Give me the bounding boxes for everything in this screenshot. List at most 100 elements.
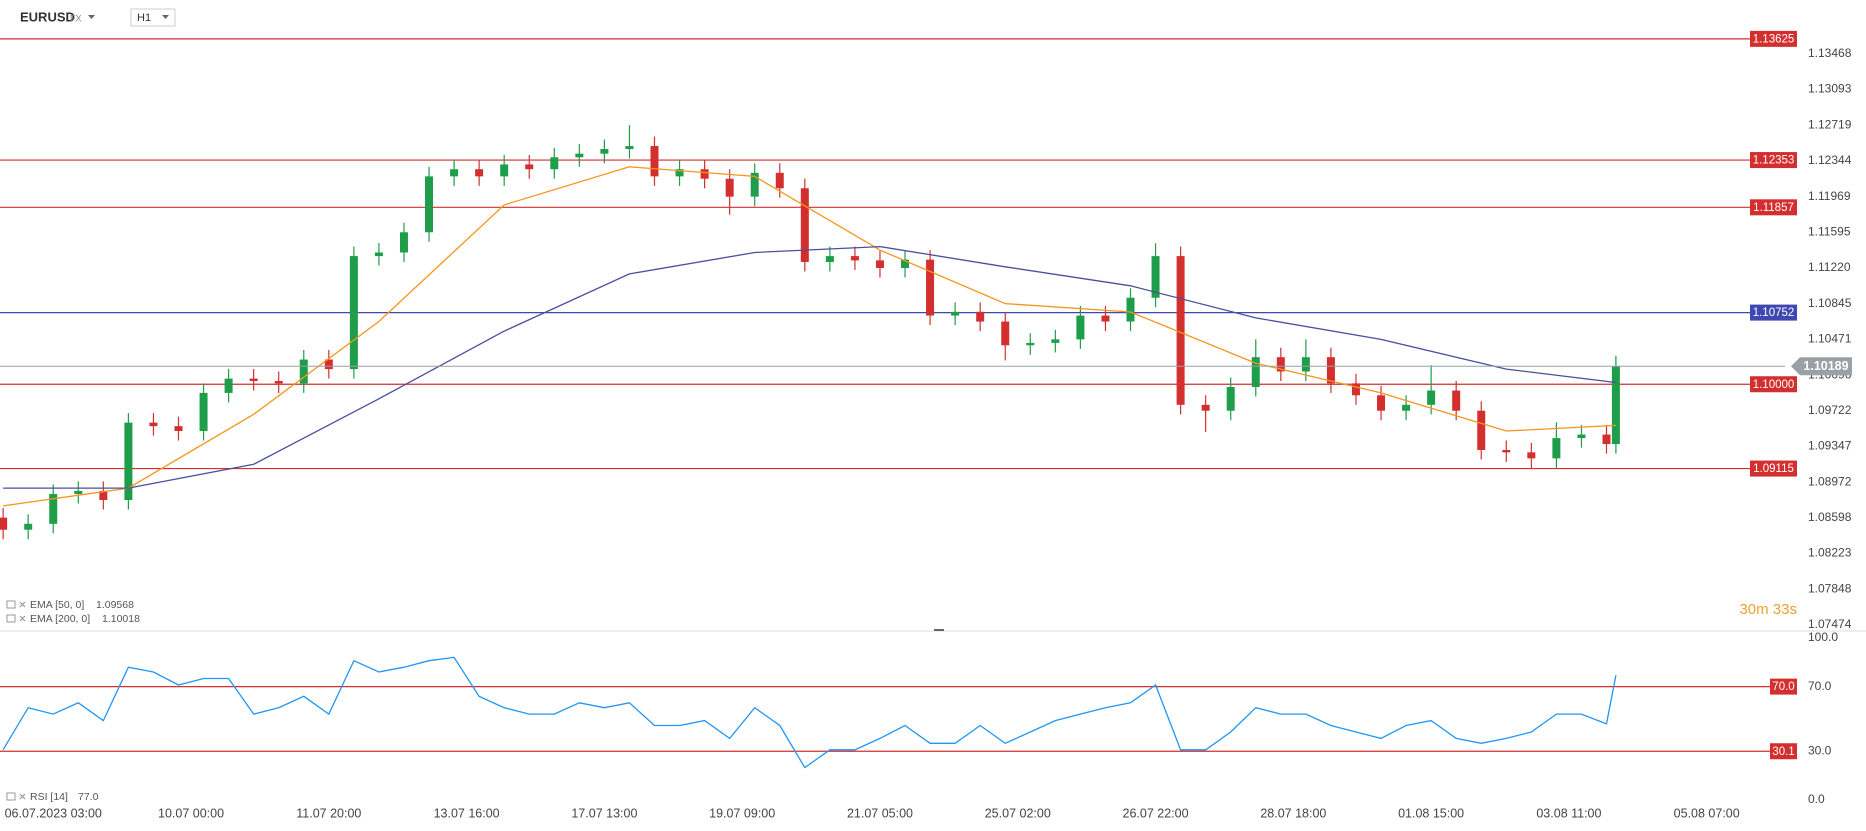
y-tick-label: 100.0 (1808, 630, 1838, 644)
x-tick-label: 26.07 22:00 (1123, 806, 1189, 820)
series-line (3, 166, 1616, 507)
last-price-box (1791, 357, 1852, 376)
candle-body (1201, 404, 1210, 411)
candle-body (1577, 434, 1586, 439)
legend-icon (6, 614, 16, 623)
market: FX (70, 13, 82, 23)
candle-body (1076, 315, 1085, 340)
x-tick-label: 25.07 02:00 (985, 806, 1051, 820)
candle-body (825, 256, 834, 263)
candle-body (625, 146, 634, 150)
candle-body (1001, 321, 1010, 346)
candle-body (450, 169, 459, 177)
candle-body (1301, 357, 1310, 372)
symbol-dropdown[interactable] (88, 15, 95, 19)
candle-body (700, 169, 709, 179)
legend-close (19, 793, 26, 800)
legend-icon (6, 600, 16, 609)
y-tick-label: 1.07848 (1808, 581, 1852, 595)
level-label-box (1750, 460, 1797, 477)
candle-body (299, 359, 308, 384)
candle-body (650, 146, 659, 177)
candle-body (1611, 366, 1620, 445)
y-tick-label: 1.13468 (1808, 46, 1852, 60)
candle-body (1502, 449, 1511, 453)
x-tick-label: 17.07 13:00 (571, 806, 637, 820)
candle-body (399, 232, 408, 253)
candle-body (850, 256, 859, 261)
interval-dropdown[interactable] (162, 15, 169, 19)
candle-body (1126, 297, 1135, 322)
x-tick-label: 05.08 07:00 (1674, 806, 1740, 820)
candle-body (675, 169, 684, 177)
candle-body (750, 172, 759, 197)
series-line (2, 656, 1617, 769)
candle-body (500, 164, 509, 177)
candle-body (1276, 357, 1285, 372)
candle-body (349, 256, 358, 370)
level-label: 1.10752 (1753, 307, 1795, 319)
level-label-box (1770, 743, 1797, 760)
y-tick-label: 1.10471 (1808, 332, 1852, 346)
legend-value: 1.10018 (102, 613, 140, 625)
level-label-box (1750, 30, 1797, 47)
candle-body (24, 523, 33, 530)
candle-body (1326, 357, 1335, 384)
y-tick-label: 1.09722 (1808, 403, 1852, 417)
candle-timer: 30m 33s (1739, 601, 1797, 618)
y-tick-label: 0.0 (1808, 792, 1825, 806)
legend-name: EMA [50, 0] (30, 599, 84, 611)
legend-name: EMA [200, 0] (30, 613, 90, 625)
legend-value: 77.0 (78, 791, 99, 803)
legend-value: 1.09568 (96, 599, 134, 611)
level-label-box (1750, 152, 1797, 169)
candle-body (1602, 434, 1611, 445)
legend-icon (6, 792, 16, 801)
y-tick-label: 1.09347 (1808, 439, 1852, 453)
candle-body (1226, 387, 1235, 411)
candle-body (124, 422, 133, 500)
y-tick-label: 1.13093 (1808, 82, 1852, 96)
interval[interactable]: H1 (137, 12, 151, 24)
level-label: 1.12353 (1753, 155, 1795, 167)
candle-body (174, 426, 183, 432)
level-label: 30.1 (1772, 746, 1794, 758)
candle-body (1527, 452, 1536, 459)
candle-body (976, 311, 985, 322)
candle-body (1101, 315, 1110, 322)
y-tick-label: 1.11595 (1808, 224, 1851, 238)
x-tick-label: 11.07 20:00 (296, 806, 361, 820)
level-label: 1.09115 (1753, 463, 1794, 475)
y-tick-label: 30.0 (1808, 744, 1832, 758)
x-tick-label: 28.07 18:00 (1260, 806, 1326, 820)
candle-body (199, 392, 208, 432)
candle-body (374, 252, 383, 257)
candle-body (575, 153, 584, 158)
candle-body (600, 149, 609, 154)
y-tick-label: 1.07474 (1808, 617, 1852, 631)
candle-body (1351, 383, 1360, 396)
interval-box[interactable] (130, 8, 176, 27)
candle-body (1026, 342, 1035, 346)
candle-body (425, 176, 434, 233)
y-tick-label: 1.11220 (1808, 260, 1851, 274)
candle-body (99, 490, 108, 500)
candle-body (775, 172, 784, 189)
candle-body (1176, 256, 1185, 405)
candle-body (1427, 390, 1436, 405)
panel-handle[interactable] (934, 629, 944, 631)
series-line (3, 245, 1616, 489)
x-tick-label: 13.07 16:00 (434, 806, 500, 820)
level-label: 70.0 (1772, 681, 1794, 693)
symbol[interactable]: EURUSD (20, 9, 75, 24)
candle-body (149, 422, 158, 427)
candle-body (1402, 404, 1411, 411)
candle-body (1552, 438, 1561, 459)
candle-body (901, 259, 910, 269)
candle-body (324, 359, 333, 370)
candle-body (274, 381, 283, 384)
y-tick-label: 1.08223 (1808, 546, 1852, 560)
legend-name: RSI [14] (30, 791, 68, 803)
candle-body (1051, 339, 1060, 343)
